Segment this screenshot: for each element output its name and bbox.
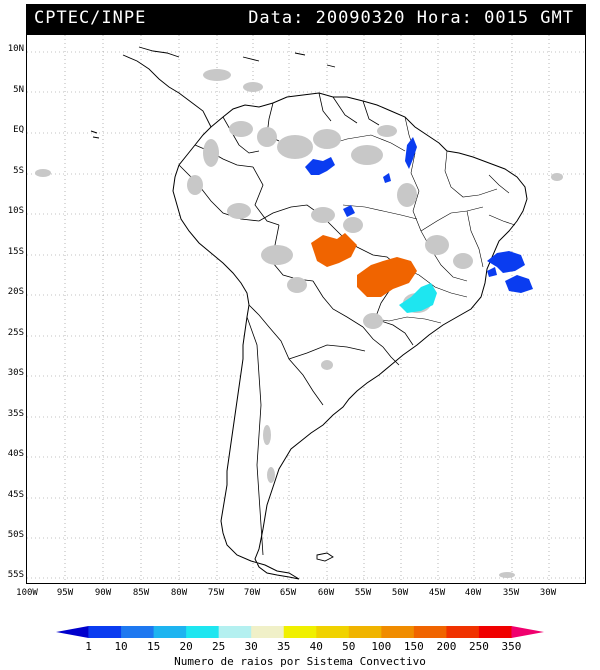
lat-label: 45S [7,490,24,500]
legend-tick-label: 25 [212,640,226,653]
lon-label: 40W [464,588,482,598]
lat-label: 15S [7,247,24,257]
legend-tick-label: 10 [114,640,128,653]
legend-tick-label: 250 [468,640,489,653]
lon-label: 65W [279,588,297,598]
map-canvas [27,35,585,583]
title-bar: CPTEC/INPE Data: 20090320 Hora: 0015 GMT [26,4,586,34]
lon-label: 55W [354,588,372,598]
para-cluster [343,137,417,217]
lon-label: 45W [428,588,446,598]
legend-tick-label: 35 [277,640,291,653]
legend-tick-label: 40 [309,640,323,653]
central-amazon-cluster [305,157,335,175]
lon-label: 90W [94,588,112,598]
legend-tick-label: 50 [342,640,356,653]
mato-grosso-cluster [311,233,357,267]
lat-label: 10S [7,206,24,216]
lat-label: 5S [13,166,24,176]
legend-swatch [316,626,350,638]
source-label: CPTEC/INPE [34,8,147,28]
lat-label: 55S [7,570,24,580]
legend-swatch [186,626,220,638]
lat-label: 40S [7,449,24,459]
legend-tick-label: 350 [501,640,522,653]
lon-label: 100W [16,588,38,598]
convective-systems [305,137,533,313]
state-borders [326,116,516,324]
lat-label: 5N [13,85,24,95]
datetime-label: Data: 20090320 Hora: 0015 GMT [248,8,574,28]
falkland-islands [316,552,334,562]
legend-caption: Numero de raios por Sistema Convectivo [174,655,426,668]
lon-label: 85W [132,588,150,598]
minas-gerais-cluster [399,283,437,313]
legend-swatch [88,626,122,638]
legend-swatch [283,626,317,638]
lightning-legend: 1 10 15 20 25 30 35 40 50 100 150 200 250 350 Numero … [56,626,544,668]
lat-label: 35S [7,409,24,419]
bahia-atlantic-cluster [487,251,533,293]
legend-tick-label: 200 [436,640,457,653]
legend-tick-label: 20 [179,640,193,653]
legend-tick-label: 100 [371,640,392,653]
lon-label: 30W [539,588,557,598]
south-america-coastline [172,92,528,580]
lat-label: 20S [7,287,24,297]
map-frame [26,34,586,584]
legend-swatch [478,626,512,638]
legend-tick-label: 15 [146,640,161,653]
goias-cluster [357,257,417,297]
lat-label: 50S [7,530,24,540]
legend-swatch [381,626,415,638]
legend-tick-label: 150 [403,640,424,653]
lat-label: 25S [7,328,24,338]
cloud-cover [35,69,563,578]
legend-tick-label: 1 [85,640,92,653]
legend-swatch [413,626,447,638]
legend-swatch [251,626,285,638]
caribbean-islands [242,52,336,68]
lon-label: 70W [243,588,261,598]
central-america-coastline [122,46,212,128]
legend-color-bar [56,626,544,638]
legend-swatch [511,626,544,638]
lat-label: 30S [7,368,24,378]
legend-swatch [56,626,89,638]
legend-tick-label: 30 [244,640,258,653]
lon-label: 75W [207,588,225,598]
lon-label: 95W [56,588,74,598]
legend-swatch [348,626,382,638]
lat-label: 10N [7,44,24,54]
legend-swatch [121,626,155,638]
galapagos [90,130,100,139]
lon-label: 80W [170,588,188,598]
legend-swatch [218,626,252,638]
legend-swatch [446,626,480,638]
lat-label: EQ [13,125,24,135]
legend-swatch [153,626,187,638]
lon-label: 60W [317,588,335,598]
lon-label: 50W [391,588,409,598]
lon-label: 35W [502,588,520,598]
